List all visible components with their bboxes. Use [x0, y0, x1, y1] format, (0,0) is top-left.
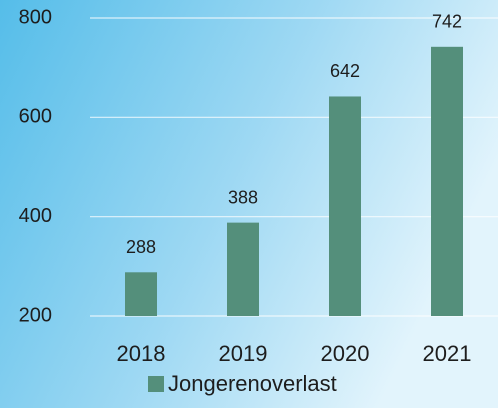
- x-tick-label: 2020: [321, 341, 370, 366]
- data-label: 742: [432, 12, 462, 32]
- y-tick-label: 600: [19, 106, 52, 128]
- bar: [431, 46, 463, 316]
- data-label: 642: [330, 61, 360, 81]
- x-tick-label: 2018: [117, 341, 166, 366]
- bar: [125, 272, 157, 316]
- bar: [329, 96, 361, 317]
- legend-swatch: [148, 376, 164, 392]
- y-tick-label: 200: [19, 304, 52, 326]
- x-tick-label: 2021: [423, 341, 472, 366]
- y-tick-label: 800: [19, 6, 52, 28]
- data-label: 288: [126, 237, 156, 257]
- legend-label: Jongerenoverlast: [168, 371, 337, 396]
- data-label: 388: [228, 187, 258, 207]
- bar: [227, 222, 259, 316]
- y-tick-label: 400: [19, 205, 52, 227]
- x-tick-label: 2019: [219, 341, 268, 366]
